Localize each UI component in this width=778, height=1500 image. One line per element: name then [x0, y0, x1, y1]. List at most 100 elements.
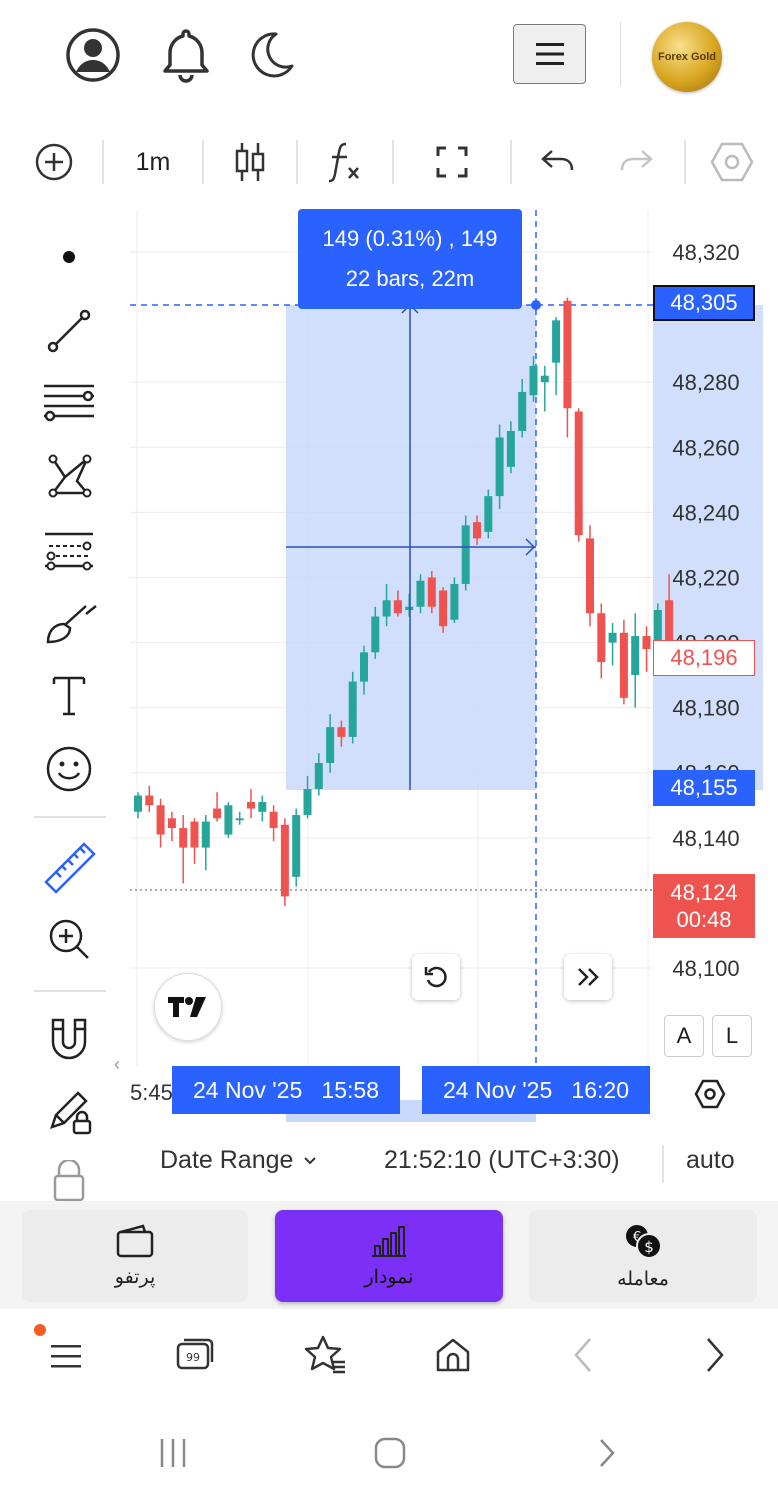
trend-line-icon[interactable] — [44, 306, 94, 356]
candle-body — [540, 375, 549, 383]
tab-chart-label: نمودار — [364, 1266, 414, 1288]
time-label-clipped: 5:45 — [130, 1080, 172, 1105]
candle-body — [484, 496, 493, 532]
undo-icon[interactable] — [536, 140, 580, 184]
fullscreen-icon[interactable] — [430, 140, 474, 184]
auto-scale-button[interactable]: A — [664, 1015, 704, 1057]
toolbar-separator — [202, 140, 204, 184]
date-range-dropdown[interactable]: Date Range — [160, 1146, 317, 1175]
lock-icon[interactable] — [46, 1160, 92, 1202]
date-range-label: Date Range — [160, 1146, 294, 1174]
bar-chart-icon — [372, 1225, 406, 1257]
menu-icon — [535, 43, 564, 65]
moon-icon[interactable] — [244, 26, 300, 82]
tradingview-logo[interactable] — [154, 973, 222, 1041]
toolbar-separator — [392, 140, 394, 184]
recent-apps-icon[interactable] — [148, 1428, 198, 1478]
log-scale-button[interactable]: L — [712, 1015, 752, 1057]
tabs-switcher-icon[interactable]: 99 — [170, 1330, 220, 1380]
menu-button[interactable] — [513, 24, 586, 84]
ruler-measure-icon[interactable] — [42, 840, 98, 896]
axis-settings-icon[interactable] — [690, 1074, 730, 1114]
measure-tooltip: 149 (0.31%) , 149 22 bars, 22m — [298, 209, 522, 309]
lock-drawings-icon[interactable] — [44, 1088, 96, 1138]
account-icon[interactable] — [64, 26, 122, 84]
candle-body — [653, 610, 662, 656]
candle-body — [213, 808, 222, 819]
tab-trade[interactable]: € $ معامله — [529, 1210, 757, 1302]
candle-body — [167, 818, 176, 829]
home-icon[interactable] — [428, 1330, 478, 1380]
candles-group — [134, 297, 674, 907]
candle-body — [371, 616, 380, 653]
candle-body — [597, 613, 606, 663]
candle-body — [179, 828, 188, 848]
candles-icon[interactable] — [228, 138, 272, 186]
bell-icon[interactable] — [158, 24, 214, 84]
candle-body — [473, 522, 481, 539]
price-tick-label: 48,320 — [672, 240, 739, 265]
price-tick-label: 48,180 — [672, 696, 739, 721]
currency-exchange-icon: €$ — [626, 1224, 662, 1259]
interval-button[interactable]: 1m — [135, 147, 171, 176]
time-tag-end: 24 Nov '25 16:20 — [422, 1066, 650, 1114]
indicators-fx-icon[interactable] — [322, 138, 366, 186]
brush-icon[interactable] — [42, 598, 98, 648]
back-chevron-icon[interactable] — [558, 1330, 608, 1380]
candle-body — [529, 365, 538, 396]
tab-portfolio[interactable]: پرتفو — [22, 1210, 248, 1302]
price-tick-label: 48,220 — [672, 565, 739, 590]
candle-body — [450, 583, 459, 620]
brand-logo[interactable]: Forex Gold — [652, 22, 722, 92]
text-tool-icon[interactable] — [46, 670, 92, 720]
clock-timezone[interactable]: 21:52:10 (UTC+3:30) — [384, 1146, 620, 1174]
candle-body — [280, 824, 289, 897]
tab-chart[interactable]: نمودار — [275, 1210, 503, 1302]
cursor-dot-icon[interactable] — [46, 234, 92, 280]
notification-dot — [34, 1324, 46, 1336]
scroll-left-chevron-icon[interactable]: ‹ — [114, 1054, 120, 1074]
price-chart[interactable]: 48,32048,28048,26048,24048,22048,20048,1… — [0, 195, 778, 1130]
candle-body — [382, 600, 391, 617]
tools-divider — [34, 816, 106, 818]
settings-hexagon-icon[interactable] — [708, 138, 756, 186]
zoom-in-icon[interactable] — [44, 914, 94, 964]
candle-body — [303, 789, 312, 816]
candle-body — [247, 802, 255, 809]
wallet-icon — [116, 1223, 154, 1257]
pattern-xabcd-icon[interactable] — [44, 450, 96, 502]
tab-portfolio-label: پرتفو — [114, 1266, 156, 1288]
svg-text:99: 99 — [186, 1351, 200, 1364]
candle-body — [258, 802, 267, 812]
candle-body — [314, 762, 323, 789]
magnet-icon[interactable] — [44, 1014, 94, 1064]
candle-body — [134, 795, 142, 812]
price-axis: 48,32048,28048,26048,24048,22048,20048,1… — [672, 240, 739, 981]
toolbar-separator — [510, 140, 512, 184]
candle-body — [495, 437, 504, 497]
forecast-tool-icon[interactable] — [42, 524, 96, 576]
hamburger-menu-icon[interactable] — [40, 1330, 90, 1380]
tradingview-icon — [168, 997, 206, 1017]
reset-icon — [424, 966, 447, 988]
candle-body — [269, 811, 278, 829]
candle-body — [439, 590, 448, 627]
scroll-to-realtime-button[interactable] — [564, 954, 612, 1000]
bookmarks-star-icon[interactable] — [300, 1330, 350, 1380]
system-home-icon[interactable] — [365, 1428, 415, 1478]
fib-retracement-icon[interactable] — [42, 378, 96, 428]
candle-body — [586, 538, 594, 614]
auto-scale-toggle[interactable]: auto — [686, 1146, 735, 1174]
reset-chart-button[interactable] — [412, 954, 460, 1000]
crosshair-dot — [531, 300, 541, 310]
system-back-icon[interactable] — [582, 1428, 632, 1478]
last-price-tag: 48,124 00:48 — [653, 874, 755, 938]
price-tick-label: 48,260 — [672, 435, 739, 460]
forward-chevron-icon[interactable] — [690, 1330, 740, 1380]
candle-body — [552, 320, 561, 363]
redo-icon[interactable] — [614, 140, 658, 184]
candle-body — [518, 391, 527, 431]
add-indicator-icon[interactable] — [32, 140, 76, 184]
emoji-icon[interactable] — [44, 744, 94, 794]
candle-body — [393, 600, 402, 614]
